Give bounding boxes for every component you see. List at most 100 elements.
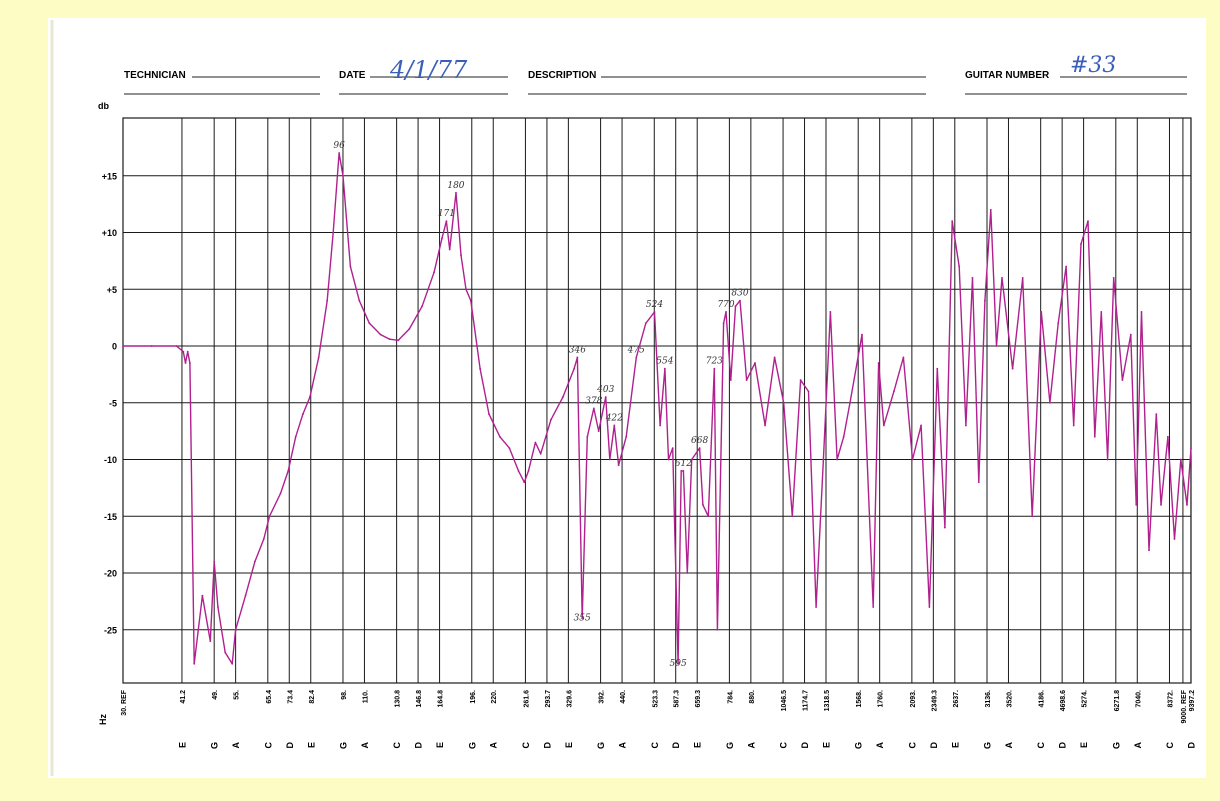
y-tick-label: -20 (104, 569, 117, 579)
x-tick-frequency: 1318.5 (824, 690, 831, 712)
data-point (713, 367, 716, 370)
x-tick-frequency: 1760. (878, 690, 885, 708)
data-point (734, 305, 737, 308)
data-point (951, 220, 954, 223)
technician-label: TECHNICIAN (124, 70, 186, 81)
x-tick-note: D (1186, 742, 1196, 749)
x-tick-note: G (596, 742, 606, 749)
data-point (983, 299, 986, 302)
x-tick-note: G (338, 742, 348, 749)
x-tick-frequency: 523.3 (652, 690, 659, 708)
data-point (663, 367, 666, 370)
data-point (613, 424, 616, 427)
data-point (773, 356, 776, 359)
data-point (455, 191, 457, 194)
data-point (725, 311, 727, 313)
x-tick-frequency: 3520. (1006, 690, 1013, 708)
data-point (644, 322, 647, 325)
peak-label: 524 (646, 300, 663, 310)
data-point (1112, 277, 1115, 279)
data-point (617, 464, 620, 467)
x-tick-frequency: 293.7 (545, 690, 552, 708)
data-point (686, 572, 689, 574)
data-point (977, 481, 980, 484)
x-tick-frequency: 880. (749, 690, 756, 704)
data-point (508, 447, 511, 450)
data-point (576, 356, 579, 359)
data-point (943, 526, 946, 529)
data-point (782, 401, 785, 404)
x-tick-frequency: 2093. (910, 690, 917, 708)
x-tick-frequency: 392. (599, 690, 606, 704)
data-point (379, 333, 382, 336)
x-tick-note: E (177, 742, 187, 748)
data-point (188, 362, 191, 364)
x-tick-frequency: 4698.6 (1060, 690, 1067, 712)
data-point (892, 390, 895, 393)
peak-label: 96 (333, 141, 345, 151)
data-point (1040, 311, 1043, 313)
y-tick-label: -5 (109, 398, 117, 408)
data-point (745, 379, 748, 381)
x-tick-note: C (1165, 742, 1175, 749)
y-tick-labels: +15 +10 +5 0 -5 -10 -15 -20 -25 (102, 171, 117, 635)
data-point (1179, 458, 1182, 461)
x-tick-note: C (650, 742, 660, 749)
data-point (739, 299, 741, 302)
data-point (815, 606, 817, 608)
data-point (592, 407, 595, 410)
data-point (702, 504, 704, 506)
data-point (608, 458, 611, 461)
data-point (799, 379, 802, 381)
data-point (213, 560, 216, 563)
vertical-gridlines (181, 118, 1192, 683)
x-tick-note: G (1111, 742, 1121, 749)
x-tick-note: C (907, 742, 917, 749)
x-tick-frequency: 9000. REF (1181, 689, 1188, 723)
data-point (920, 424, 923, 427)
data-point (807, 390, 810, 393)
y-tick-label: -25 (104, 625, 117, 635)
data-point (358, 299, 361, 302)
peak-label: 723 (706, 357, 723, 367)
data-point (342, 174, 344, 177)
data-point (1011, 367, 1014, 370)
data-point (604, 396, 607, 398)
data-point (460, 254, 462, 257)
x-axis-label: Hz (98, 714, 108, 725)
x-tick-note: C (779, 742, 789, 749)
peak-label: 171 (438, 209, 455, 219)
data-point (586, 435, 589, 438)
data-point (1160, 504, 1162, 506)
x-tick-frequency: 6271.8 (1114, 690, 1121, 712)
data-point (754, 362, 756, 364)
data-point (279, 492, 282, 495)
data-point (1190, 447, 1192, 450)
x-tick-note: E (435, 742, 445, 748)
data-point (209, 640, 212, 642)
sheet-background (48, 18, 1206, 778)
peak-label: 554 (656, 357, 673, 367)
data-point (193, 662, 196, 665)
form-header: TECHNICIAN DATE 4/1/77 DESCRIPTION GUITA… (124, 53, 1187, 95)
data-point (1049, 401, 1051, 404)
data-point (561, 396, 564, 398)
description-label: DESCRIPTION (528, 70, 596, 81)
data-point (635, 356, 638, 359)
x-tick-frequency: 7040. (1135, 690, 1142, 708)
data-point (1148, 549, 1150, 552)
data-point (822, 458, 825, 461)
peak-label: 403 (596, 385, 614, 395)
data-point (150, 345, 153, 347)
x-tick-note: E (950, 742, 960, 748)
data-point (326, 299, 329, 302)
data-point (882, 424, 885, 427)
data-point (829, 311, 832, 313)
data-point (1186, 504, 1188, 506)
data-point (965, 424, 967, 427)
data-point (690, 458, 693, 461)
date-label: DATE (339, 70, 366, 81)
x-tick-frequency: 146.8 (416, 690, 423, 708)
x-tick-note: D (671, 742, 681, 749)
